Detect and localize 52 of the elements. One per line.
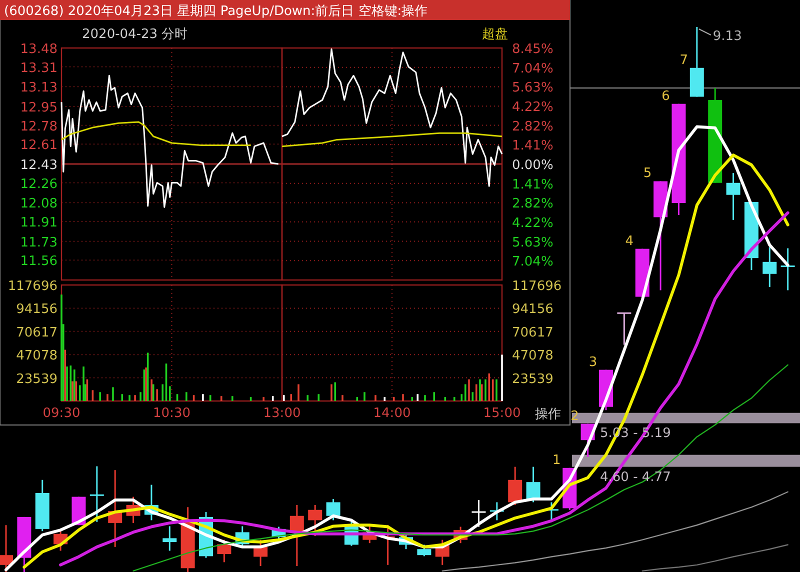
y2-tick-label: 2.82% <box>512 196 554 212</box>
text: 7 <box>680 52 688 68</box>
y-tick-label: 47078 <box>16 348 58 364</box>
y2-tick-label: 1.41% <box>512 138 554 154</box>
y2-tick-label: 8.45% <box>512 42 554 57</box>
y-tick-label: 47078 <box>512 348 554 364</box>
text: 5 <box>643 166 652 182</box>
y-tick-label: 11.56 <box>20 254 58 270</box>
y-tick-label: 11.73 <box>20 235 58 250</box>
text: 3 <box>588 354 598 370</box>
y2-tick-label: 4.22% <box>512 100 554 116</box>
y2-tick-label: 0.00% <box>512 158 554 173</box>
y-tick-label: 23539 <box>16 372 58 387</box>
annotation: 超盘 <box>482 27 508 42</box>
y2-tick-label: 5.63% <box>512 235 554 250</box>
text: 6 <box>662 88 670 104</box>
y2-tick-label: 7.04% <box>512 61 554 76</box>
y-tick-label: 12.61 <box>20 138 58 154</box>
chart-subtitle: 2020-04-23 分时 <box>82 27 188 42</box>
y-tick-label: 23539 <box>512 372 554 387</box>
x-tick-label: 13:00 <box>263 406 301 421</box>
y2-tick-label: 7.04% <box>512 254 554 270</box>
y-tick-label: 11.91 <box>20 215 58 230</box>
annotation: 操作 <box>535 407 561 422</box>
x-tick-label: 14:00 <box>373 406 411 421</box>
y2-tick-label: 5.63% <box>512 80 554 96</box>
y-tick-label: 13.31 <box>20 60 58 76</box>
chart-title: (600268) 2020年04月23日 星期四 PageUp/Down:前后日 空格键:操作 <box>4 4 428 19</box>
y-tick-label: 12.95 <box>20 100 58 116</box>
y-tick-label: 117696 <box>8 279 58 294</box>
y-tick-label: 12.26 <box>20 176 58 192</box>
y-tick-label: 94156 <box>16 302 58 318</box>
y-tick-label: 94156 <box>512 302 554 318</box>
line-series <box>60 74 280 208</box>
text: 1 <box>552 452 561 468</box>
y-tick-label: 13.48 <box>20 42 58 57</box>
y2-tick-label: 4.22% <box>512 216 554 231</box>
y2-tick-label: 1.41% <box>512 177 554 192</box>
y-tick-label: 12.78 <box>20 119 58 134</box>
line-series <box>60 121 252 146</box>
x-tick-label: 09:30 <box>42 406 80 421</box>
annotation: 9.13 <box>712 29 742 44</box>
y-tick-label: 12.08 <box>20 196 58 212</box>
y-tick-label: 117696 <box>512 279 562 294</box>
x-tick-label: 15:00 <box>483 406 521 421</box>
y2-tick-label: 2.82% <box>512 119 554 134</box>
y-tick-label: 13.13 <box>20 80 58 96</box>
y-tick-label: 70617 <box>16 325 58 340</box>
y-tick-label: 12.43 <box>20 158 58 173</box>
y-tick-label: 70617 <box>512 325 554 340</box>
text: 4 <box>625 234 634 249</box>
x-tick-label: 10:30 <box>153 406 190 421</box>
